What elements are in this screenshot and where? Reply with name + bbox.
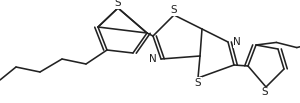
Text: S: S xyxy=(261,87,268,97)
Text: S: S xyxy=(195,78,201,88)
Text: N: N xyxy=(149,54,157,64)
Text: S: S xyxy=(171,5,177,15)
Text: N: N xyxy=(233,37,241,47)
Text: S: S xyxy=(115,0,121,8)
